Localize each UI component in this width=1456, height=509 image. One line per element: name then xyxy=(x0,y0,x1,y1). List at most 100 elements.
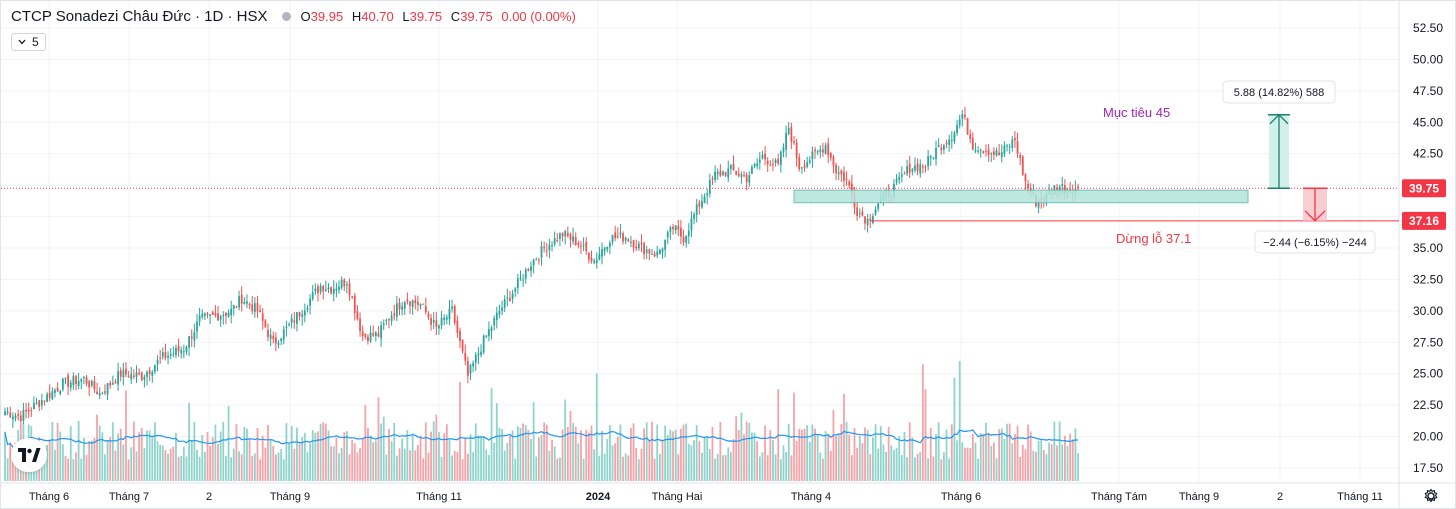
volume-bar xyxy=(348,454,351,481)
candle-body xyxy=(490,327,493,332)
volume-bar xyxy=(9,442,12,481)
volume-bar xyxy=(167,453,169,481)
candle-body xyxy=(324,289,327,291)
volume-bar xyxy=(369,435,372,481)
price-tick-label: 47.50 xyxy=(1413,84,1443,98)
candle-body xyxy=(953,132,956,142)
volume-bar xyxy=(56,422,59,481)
candle-body xyxy=(927,156,930,167)
volume-bar xyxy=(343,432,346,481)
candle-body xyxy=(777,158,780,164)
volume-bar xyxy=(708,448,711,481)
time-tick-label: Tháng 6 xyxy=(941,491,981,503)
volume-bar xyxy=(866,429,869,481)
volume-bar xyxy=(1042,450,1045,481)
volume-bar xyxy=(474,423,477,481)
volume-bar xyxy=(83,437,85,481)
volume-bar xyxy=(903,431,906,481)
volume-bar xyxy=(104,454,106,481)
volume-bar xyxy=(758,456,761,481)
time-tick-label: 2 xyxy=(1277,491,1283,503)
candle-body xyxy=(937,145,940,148)
volume-bar xyxy=(448,439,451,481)
volume-bar xyxy=(203,451,206,481)
candle-body xyxy=(822,149,824,153)
volume-bar xyxy=(227,405,230,481)
candle-body xyxy=(151,371,154,377)
volume-bar xyxy=(701,452,703,481)
candle-body xyxy=(40,400,43,406)
candle-body xyxy=(335,288,338,291)
candle-body xyxy=(509,298,511,301)
candle-body xyxy=(119,370,122,377)
candle-body xyxy=(708,179,711,194)
volume-bar xyxy=(722,455,724,481)
volume-bar xyxy=(332,446,335,481)
candle-body xyxy=(469,364,472,374)
candle-body xyxy=(146,372,148,377)
volume-bar xyxy=(645,422,648,481)
volume-bar xyxy=(317,431,319,481)
volume-bar xyxy=(835,435,837,481)
volume-bar xyxy=(943,452,945,481)
volume-bar xyxy=(172,446,175,481)
candle-body xyxy=(537,259,540,261)
candle-body xyxy=(648,249,651,254)
volume-bar xyxy=(514,458,517,481)
candle-body xyxy=(924,166,927,168)
settings-gear-icon[interactable] xyxy=(1423,488,1439,504)
volume-bar xyxy=(669,429,672,481)
candle-body xyxy=(677,226,680,230)
stop-measure-label-box xyxy=(1254,230,1376,254)
volume-bar xyxy=(127,459,130,481)
volume-bar xyxy=(225,455,227,481)
volume-bar xyxy=(643,428,645,481)
volume-bar xyxy=(151,436,154,481)
volume-bar xyxy=(1024,449,1027,481)
candle-body xyxy=(461,339,464,352)
volume-bar xyxy=(580,430,582,481)
candle-body xyxy=(932,157,935,159)
support-zone-rectangle[interactable] xyxy=(793,189,1249,204)
candle-body xyxy=(645,249,648,253)
volume-bar xyxy=(559,457,561,481)
candle-body xyxy=(122,369,125,378)
candle-body xyxy=(401,306,404,310)
symbol-title[interactable]: CTCP Sonadezi Châu Đức · 1D · HSX xyxy=(11,8,268,25)
volume-bar xyxy=(459,381,461,481)
volume-bar xyxy=(438,432,440,481)
volume-bar xyxy=(75,452,77,481)
volume-bar xyxy=(485,449,488,481)
indicators-toggle-button[interactable]: 5 xyxy=(11,33,46,51)
candle-body xyxy=(769,164,772,166)
candle-body xyxy=(19,415,22,422)
volume-bar xyxy=(816,434,819,481)
volume-bar xyxy=(672,431,674,481)
volume-bar xyxy=(827,434,830,481)
candle-body xyxy=(251,304,254,312)
volume-bar xyxy=(992,442,995,481)
candle-body xyxy=(340,279,343,288)
candle-body xyxy=(832,156,835,166)
volume-bar xyxy=(398,448,401,481)
market-status-icon[interactable] xyxy=(281,12,291,21)
candle-body xyxy=(485,335,488,337)
candle-body xyxy=(298,312,301,317)
volume-bar xyxy=(353,443,356,481)
volume-bar xyxy=(1014,434,1016,481)
candle-body xyxy=(238,296,240,308)
candle-body xyxy=(1014,138,1016,141)
tradingview-logo-icon[interactable] xyxy=(11,438,47,472)
volume-bar xyxy=(893,449,895,481)
candle-body xyxy=(203,313,206,316)
volume-bar xyxy=(1061,444,1064,481)
volume-bar xyxy=(206,432,209,481)
volume-bar xyxy=(601,430,603,481)
volume-bar xyxy=(619,424,622,481)
candle-body xyxy=(948,139,951,145)
candle-body xyxy=(114,381,117,384)
candle-body xyxy=(222,314,225,316)
volume-bar xyxy=(148,430,151,481)
